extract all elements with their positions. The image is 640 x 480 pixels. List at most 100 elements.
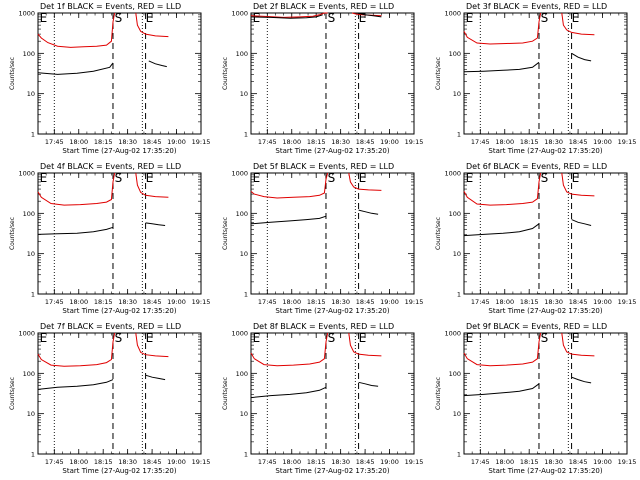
event-marker-S: S [541,11,549,25]
plot-frame [463,332,628,455]
x-tick-label: 17:45 [258,298,277,306]
y-tick-label: 100 [236,50,248,58]
x-tick-label: 18:30 [331,458,350,466]
series-events-segment-1 [463,383,540,397]
x-tick-label: 19:15 [618,138,637,146]
y-tick-label: 1000 [231,170,248,178]
y-tick-label: 10 [27,250,35,258]
event-marker-E: E [466,331,474,345]
x-tick-label: 18:15 [94,298,113,306]
panel-title: Det 1f BLACK = Events, RED = LLD [40,2,181,11]
series-lld-segment-2 [351,12,382,17]
x-tick-label: 19:15 [192,138,211,146]
y-tick-label: 100 [449,370,461,378]
y-tick-label: 10 [240,410,248,418]
x-axis-label: Start Time (27-Aug-02 17:35:20) [488,307,602,315]
x-tick-label: 18:45 [356,458,375,466]
series-events-segment-2 [356,12,382,18]
y-tick-label: 10 [453,250,461,258]
x-tick-label: 18:00 [495,138,514,146]
x-tick-label: 18:15 [307,138,326,146]
event-marker-E: E [146,171,154,185]
y-axis-label: Counts/sec [435,377,442,410]
series-lld-segment-2 [135,12,169,38]
y-tick-label: 1000 [231,10,248,18]
series-lld-segment-2 [348,172,382,191]
y-tick-label: 100 [449,50,461,58]
x-tick-label: 18:00 [69,458,88,466]
series-lld-segment-2 [561,172,595,197]
detector-panel-1: Det 1f BLACK = Events, RED = LLD 1 10 100 10… [9,2,211,155]
detector-panel-9: Det 9f BLACK = Events, RED = LLD 1 10 100 10… [435,322,637,475]
y-tick-label: 100 [23,50,35,58]
x-tick-label: 18:15 [307,298,326,306]
x-tick-label: 18:30 [118,138,137,146]
y-axis-label: Counts/sec [9,57,16,90]
series-events-segment-1 [463,61,540,73]
plot-frame [463,172,628,295]
x-tick-label: 18:15 [307,458,326,466]
y-tick-label: 1 [457,291,461,299]
y-tick-label: 1000 [231,330,248,338]
series-events-segment-2 [571,376,592,384]
event-marker-E: E [40,171,48,185]
x-tick-label: 19:15 [618,458,637,466]
series-events-segment-2 [571,219,592,226]
series-events-segment-1 [463,223,540,237]
x-tick-label: 19:00 [380,138,399,146]
x-tick-label: 18:00 [69,138,88,146]
y-tick-label: 100 [23,210,35,218]
x-tick-label: 18:30 [544,458,563,466]
x-tick-label: 18:00 [282,298,301,306]
x-tick-label: 19:00 [167,298,186,306]
panel-title: Det 8f BLACK = Events, RED = LLD [253,322,394,331]
x-tick-label: 18:45 [143,458,162,466]
x-tick-label: 18:30 [118,298,137,306]
series-lld-segment-1 [463,172,542,206]
x-tick-label: 18:15 [94,458,113,466]
event-marker-S: S [115,171,123,185]
y-tick-label: 1000 [444,170,461,178]
detector-panel-5: Det 5f BLACK = Events, RED = LLD 1 10 100 10… [222,162,423,315]
series-lld-segment-2 [135,172,169,198]
x-tick-label: 18:45 [356,298,375,306]
event-marker-S: S [328,171,336,185]
series-lld-segment-1 [250,172,329,199]
event-marker-E: E [572,171,580,185]
y-axis-label: Counts/sec [9,377,16,410]
event-marker-S: S [328,331,336,345]
x-tick-label: 18:00 [282,458,301,466]
y-tick-label: 1 [457,451,461,459]
series-lld-segment-2 [135,332,169,358]
x-axis-label: Start Time (27-Aug-02 17:35:20) [62,307,176,315]
y-tick-label: 1 [31,451,35,459]
series-events-segment-2 [148,60,167,68]
panel-title: Det 4f BLACK = Events, RED = LLD [40,162,181,171]
event-marker-E: E [146,11,154,25]
event-marker-S: S [541,331,549,345]
detector-panel-3: Det 3f BLACK = Events, RED = LLD 1 10 100 10… [435,2,637,155]
detector-panel-6: Det 6f BLACK = Events, RED = LLD 1 10 100 10… [435,162,637,315]
x-tick-label: 19:15 [405,458,424,466]
y-tick-label: 100 [449,210,461,218]
x-tick-label: 19:00 [593,138,612,146]
x-tick-label: 18:45 [143,298,162,306]
event-marker-S: S [115,331,123,345]
x-axis-label: Start Time (27-Aug-02 17:35:20) [62,147,176,155]
series-lld-segment-1 [250,332,329,367]
series-lld-segment-1 [250,12,328,18]
y-axis-label: Counts/sec [435,57,442,90]
x-axis-label: Start Time (27-Aug-02 17:35:20) [62,467,176,475]
series-events-segment-1 [37,62,114,75]
x-tick-label: 19:15 [618,298,637,306]
series-events-segment-1 [250,14,323,19]
x-tick-label: 19:00 [593,298,612,306]
x-tick-label: 19:00 [380,458,399,466]
y-axis-label: Counts/sec [222,57,229,90]
x-axis-label: Start Time (27-Aug-02 17:35:20) [488,467,602,475]
x-tick-label: 18:00 [495,298,514,306]
y-tick-label: 1000 [18,10,35,18]
event-marker-E: E [572,331,580,345]
y-tick-label: 10 [240,250,248,258]
